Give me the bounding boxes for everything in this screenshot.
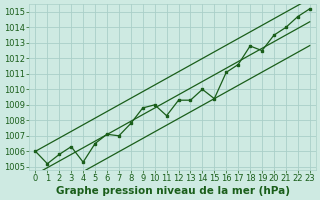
X-axis label: Graphe pression niveau de la mer (hPa): Graphe pression niveau de la mer (hPa) xyxy=(56,186,290,196)
